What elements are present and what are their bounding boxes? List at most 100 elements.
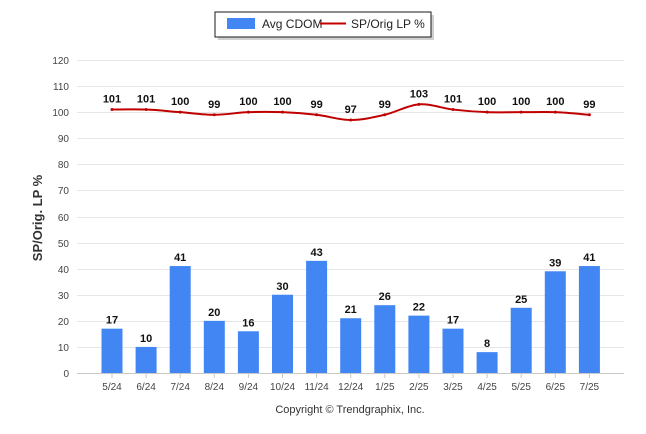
bar-data-label: 21 xyxy=(345,304,357,316)
line-data-label: 101 xyxy=(444,94,462,106)
legend-swatch-bar xyxy=(227,18,255,29)
bar xyxy=(306,260,328,373)
bar xyxy=(578,266,600,373)
legend-label-line: SP/Orig LP % xyxy=(351,17,425,31)
y-tick-label: 80 xyxy=(58,160,70,171)
y-tick-label: 20 xyxy=(58,317,70,328)
y-axis-title: SP/Orig. LP % xyxy=(30,174,45,261)
line-point xyxy=(553,110,557,114)
line-point xyxy=(144,108,148,112)
x-tick-label: 12/24 xyxy=(338,382,363,393)
y-tick-label: 10 xyxy=(58,343,70,354)
bar xyxy=(169,266,191,373)
line-data-label: 99 xyxy=(583,99,595,111)
line-data-label: 97 xyxy=(345,104,357,116)
line-point xyxy=(349,118,353,122)
y-tick-label: 30 xyxy=(58,291,70,302)
line-data-label: 100 xyxy=(512,96,530,108)
line-data-label: 99 xyxy=(379,99,391,111)
bar-data-label: 41 xyxy=(583,252,595,264)
bar xyxy=(442,328,464,373)
x-tick-label: 4/25 xyxy=(477,382,497,393)
y-tick-label: 0 xyxy=(63,369,69,380)
y-tick-label: 70 xyxy=(58,186,70,197)
x-tick-label: 8/24 xyxy=(205,382,225,393)
y-tick-label: 100 xyxy=(52,108,69,119)
bar-data-label: 39 xyxy=(549,257,561,269)
x-tick-label: 3/25 xyxy=(443,382,463,393)
line-point xyxy=(451,108,455,112)
line-data-label: 99 xyxy=(310,99,322,111)
x-tick-label: 7/25 xyxy=(580,382,600,393)
bar-data-label: 41 xyxy=(174,252,186,264)
line-data-label: 100 xyxy=(478,96,496,108)
x-tick-label: 7/24 xyxy=(170,382,190,393)
line-data-label: 100 xyxy=(239,96,257,108)
line-point xyxy=(417,102,421,106)
bar-data-label: 43 xyxy=(310,247,322,259)
x-tick-label: 6/24 xyxy=(136,382,156,393)
bar-data-label: 30 xyxy=(276,281,288,293)
bar xyxy=(135,346,157,373)
line-data-label: 99 xyxy=(208,99,220,111)
bar-data-label: 10 xyxy=(140,333,152,345)
bar xyxy=(237,331,259,373)
line-data-label: 103 xyxy=(410,88,428,100)
line-data-label: 101 xyxy=(103,94,121,106)
bar-data-label: 17 xyxy=(106,315,118,327)
x-tick-label: 5/25 xyxy=(511,382,531,393)
legend: Avg CDOM SP/Orig LP % xyxy=(214,11,434,40)
x-tick-label: 1/25 xyxy=(375,382,395,393)
line-data-label: 100 xyxy=(273,96,291,108)
y-tick-label: 110 xyxy=(53,82,69,93)
line-point xyxy=(246,110,250,114)
bar xyxy=(374,305,396,373)
line-point xyxy=(281,110,284,114)
bar-data-label: 20 xyxy=(208,307,220,319)
x-tick-label: 5/24 xyxy=(102,382,122,393)
x-tick-label: 2/25 xyxy=(409,382,429,393)
line-point xyxy=(315,113,319,117)
line-point xyxy=(485,110,489,114)
bar xyxy=(101,328,123,373)
line-point xyxy=(110,108,114,112)
bar-data-label: 8 xyxy=(484,338,490,350)
line-point xyxy=(212,113,216,117)
bar xyxy=(510,307,532,373)
line-point xyxy=(519,110,523,114)
x-tick-label: 9/24 xyxy=(239,382,259,393)
line-series xyxy=(110,102,591,122)
y-tick-label: 60 xyxy=(58,213,70,224)
y-tick-label: 90 xyxy=(58,134,70,145)
bar xyxy=(544,271,566,373)
bar-series xyxy=(101,260,600,373)
x-tick-label: 11/24 xyxy=(304,382,329,393)
bar-data-label: 25 xyxy=(515,294,527,306)
axes: 0 10 20 30 40 50 60 70 80 90 100 110 120 5/24 6/24 7/24… xyxy=(52,56,624,393)
line-data-label: 100 xyxy=(546,96,564,108)
line-point xyxy=(383,113,387,117)
bar xyxy=(272,294,293,373)
bar xyxy=(203,320,225,373)
bar-data-label: 26 xyxy=(379,291,391,303)
bar xyxy=(408,315,430,373)
line-point xyxy=(587,113,591,117)
line-data-label: 101 xyxy=(137,94,155,106)
line-data-label: 100 xyxy=(171,96,189,108)
x-tick-label: 6/25 xyxy=(546,382,566,393)
bar-data-label: 17 xyxy=(447,315,459,327)
y-tick-label: 50 xyxy=(58,239,70,250)
bar xyxy=(340,318,362,373)
bar-data-label: 16 xyxy=(242,317,254,329)
line-point xyxy=(178,110,182,114)
bar-data-label: 22 xyxy=(413,302,425,314)
data-labels: 17 10 41 20 16 30 43 21 26 22 17 8 25 39 41 101 101 100 99… xyxy=(103,88,596,350)
bar xyxy=(476,352,498,373)
y-tick-label: 40 xyxy=(58,265,70,276)
x-tick-label: 10/24 xyxy=(270,382,295,393)
copyright-footer: Copyright © Trendgraphix, Inc. xyxy=(275,404,424,416)
y-tick-label: 120 xyxy=(52,56,69,67)
legend-label-bar: Avg CDOM xyxy=(262,17,322,31)
